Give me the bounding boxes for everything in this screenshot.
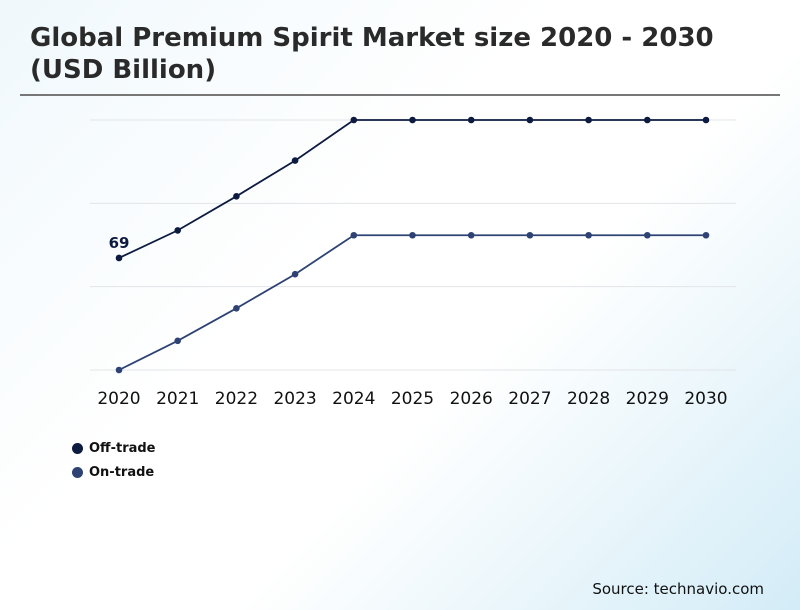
title-divider (20, 94, 780, 96)
data-label: 69 (109, 234, 130, 252)
legend: Off-trade On-trade (72, 436, 156, 484)
legend-label: On-trade (89, 464, 155, 480)
x-tick-label: 2026 (450, 389, 493, 409)
data-point (467, 116, 475, 124)
data-point (702, 116, 710, 124)
x-tick-label: 2030 (684, 389, 727, 409)
source-note: Source: technavio.com (592, 580, 764, 598)
data-point (174, 227, 181, 234)
x-tick-label: 2021 (156, 389, 199, 409)
data-point (291, 270, 299, 278)
x-tick-label: 2020 (97, 389, 140, 409)
data-point (233, 192, 240, 200)
data-point (644, 231, 651, 239)
legend-marker-icon (72, 442, 83, 454)
data-point (644, 116, 651, 124)
data-point (291, 157, 299, 164)
data-point (409, 116, 416, 124)
x-tick-label: 2025 (391, 389, 434, 409)
x-tick-label: 2024 (332, 389, 375, 409)
data-point (233, 305, 240, 312)
x-tick-label: 2028 (567, 389, 610, 409)
data-point (174, 337, 181, 345)
data-point (585, 231, 592, 239)
x-tick-label: 2027 (508, 389, 551, 409)
x-tick-label: 2029 (626, 389, 669, 409)
x-tick-label: 2023 (273, 389, 316, 409)
legend-item-on-trade[interactable]: On-trade (72, 460, 156, 484)
data-point (467, 231, 475, 239)
data-point (115, 366, 123, 374)
chart-title: Global Premium Spirit Market size 2020 -… (30, 23, 714, 85)
data-point (702, 231, 710, 239)
series-line-on-trade (118, 234, 706, 371)
data-point (409, 231, 416, 239)
data-point (350, 231, 358, 239)
data-point (585, 116, 592, 124)
legend-label: Off-trade (89, 440, 156, 456)
data-point (350, 116, 358, 124)
legend-marker-icon (72, 466, 83, 478)
data-point (526, 116, 534, 124)
data-point (115, 254, 123, 262)
legend-item-off-trade[interactable]: Off-trade (72, 436, 156, 460)
data-point (526, 231, 534, 239)
x-tick-label: 2022 (215, 389, 258, 409)
